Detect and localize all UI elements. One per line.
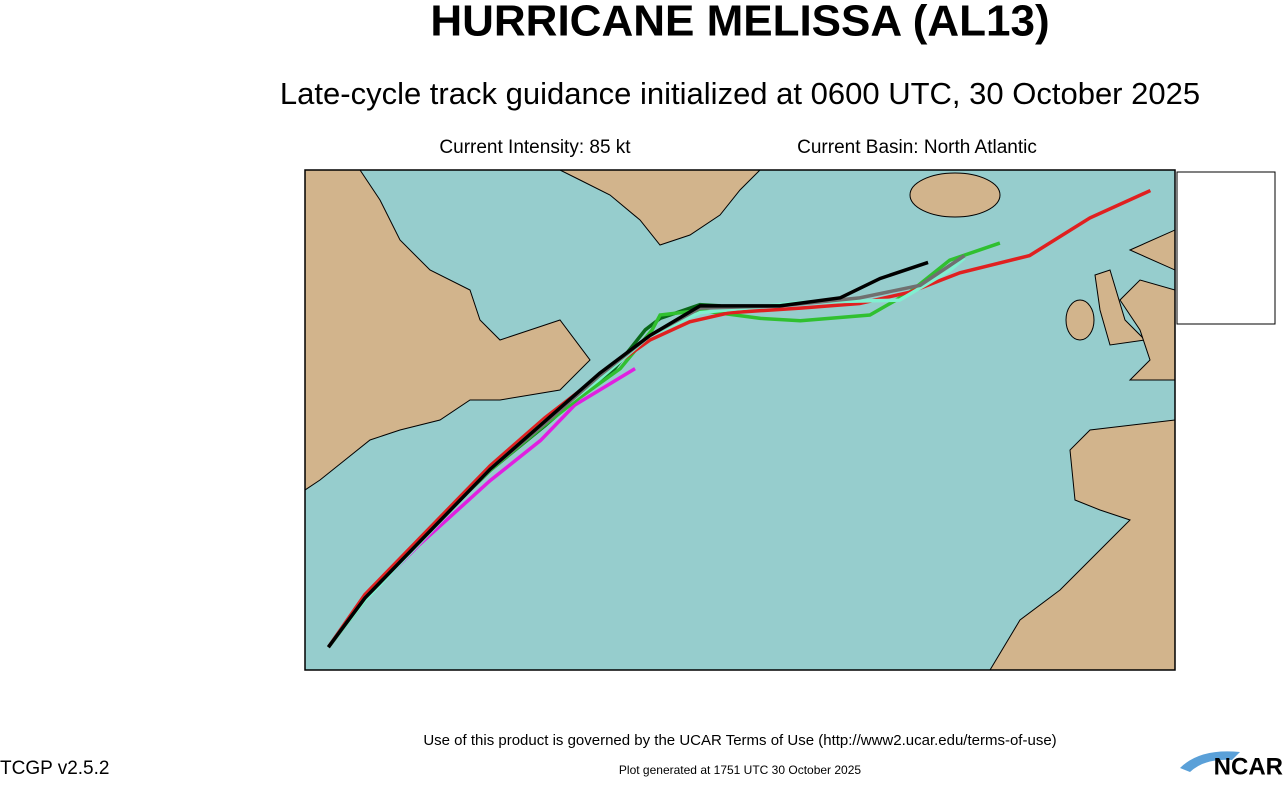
version: TCGP v2.5.2 [0,758,109,779]
ireland [1065,299,1095,341]
legend-box [1176,171,1276,325]
basin: Current Basin: North Atlantic [797,137,1037,158]
north-america [305,170,591,491]
track-line [326,188,1152,649]
intensity: Current Intensity: 85 kt [439,137,631,158]
iceland [909,172,1001,218]
map-frame [304,169,1176,671]
logo: NCAR [1214,753,1283,780]
logo-swoosh [1180,751,1240,772]
land [305,170,1175,670]
subtitle: Late-cycle track guidance initialized at… [280,76,1200,111]
scandinavia [1128,229,1175,271]
europe [1119,279,1175,381]
iberia-africa [989,419,1175,670]
track-line [326,260,929,649]
greenland [559,170,761,246]
title: HURRICANE MELISSA (AL13) [430,0,1049,46]
footer: Use of this product is governed by the U… [423,732,1056,749]
generated: Plot generated at 1751 UTC 30 October 20… [619,763,861,777]
